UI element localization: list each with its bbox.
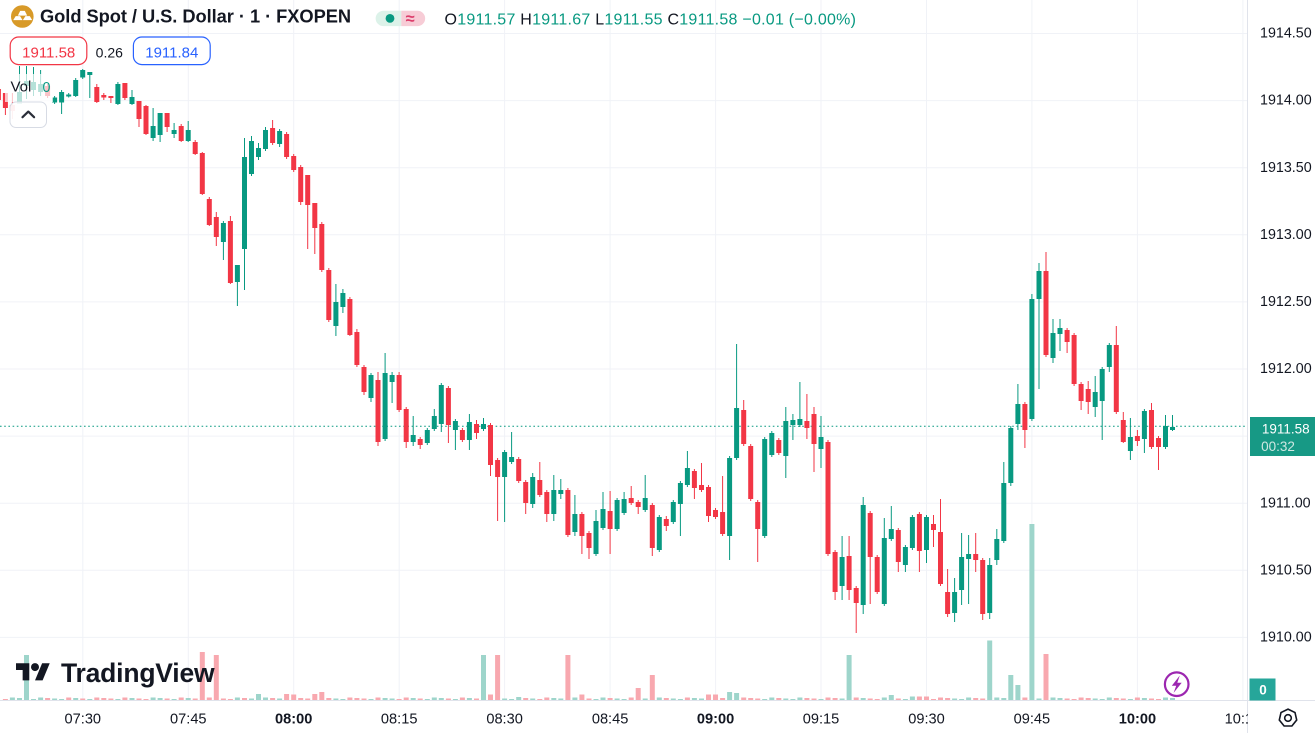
svg-text:1911.84: 1911.84 (145, 45, 198, 62)
svg-text:1913.00: 1913.00 (1260, 227, 1312, 243)
svg-text:TradingView: TradingView (61, 658, 215, 688)
svg-text:08:15: 08:15 (381, 711, 418, 727)
svg-text:07:30: 07:30 (65, 711, 102, 727)
svg-text:1910.00: 1910.00 (1260, 630, 1312, 646)
svg-text:08:45: 08:45 (592, 711, 629, 727)
svg-text:00:32: 00:32 (1261, 439, 1295, 454)
svg-text:1914.00: 1914.00 (1260, 93, 1312, 109)
svg-text:0: 0 (1259, 683, 1267, 698)
svg-text:09:45: 09:45 (1014, 711, 1051, 727)
svg-text:≈: ≈ (405, 10, 414, 28)
svg-text:O1911.57 H1911.67 L1911.55 C19: O1911.57 H1911.67 L1911.55 C1911.58 −0.0… (445, 12, 857, 29)
svg-text:0: 0 (43, 80, 51, 96)
svg-text:09:00: 09:00 (697, 711, 734, 727)
svg-text:Vol: Vol (11, 79, 32, 96)
svg-text:08:00: 08:00 (275, 711, 312, 727)
svg-text:08:30: 08:30 (486, 711, 523, 727)
svg-text:09:30: 09:30 (908, 711, 945, 727)
svg-text:1912.50: 1912.50 (1260, 294, 1312, 310)
svg-text:10:15: 10:15 (1225, 711, 1262, 727)
svg-text:1912.00: 1912.00 (1260, 361, 1312, 377)
svg-text:09:15: 09:15 (803, 711, 840, 727)
svg-text:07:45: 07:45 (170, 711, 207, 727)
svg-text:0.26: 0.26 (96, 45, 123, 61)
svg-text:1911.58: 1911.58 (1262, 421, 1310, 436)
svg-text:1911.00: 1911.00 (1260, 495, 1311, 511)
svg-text:Gold Spot / U.S. Dollar · 1 ·: Gold Spot / U.S. Dollar · 1 · FXOPEN (40, 6, 351, 27)
svg-text:10:00: 10:00 (1119, 711, 1156, 727)
svg-text:1913.50: 1913.50 (1260, 160, 1312, 176)
svg-text:1914.50: 1914.50 (1260, 26, 1312, 42)
svg-text:1911.58: 1911.58 (22, 45, 75, 62)
svg-text:1910.50: 1910.50 (1260, 562, 1312, 578)
